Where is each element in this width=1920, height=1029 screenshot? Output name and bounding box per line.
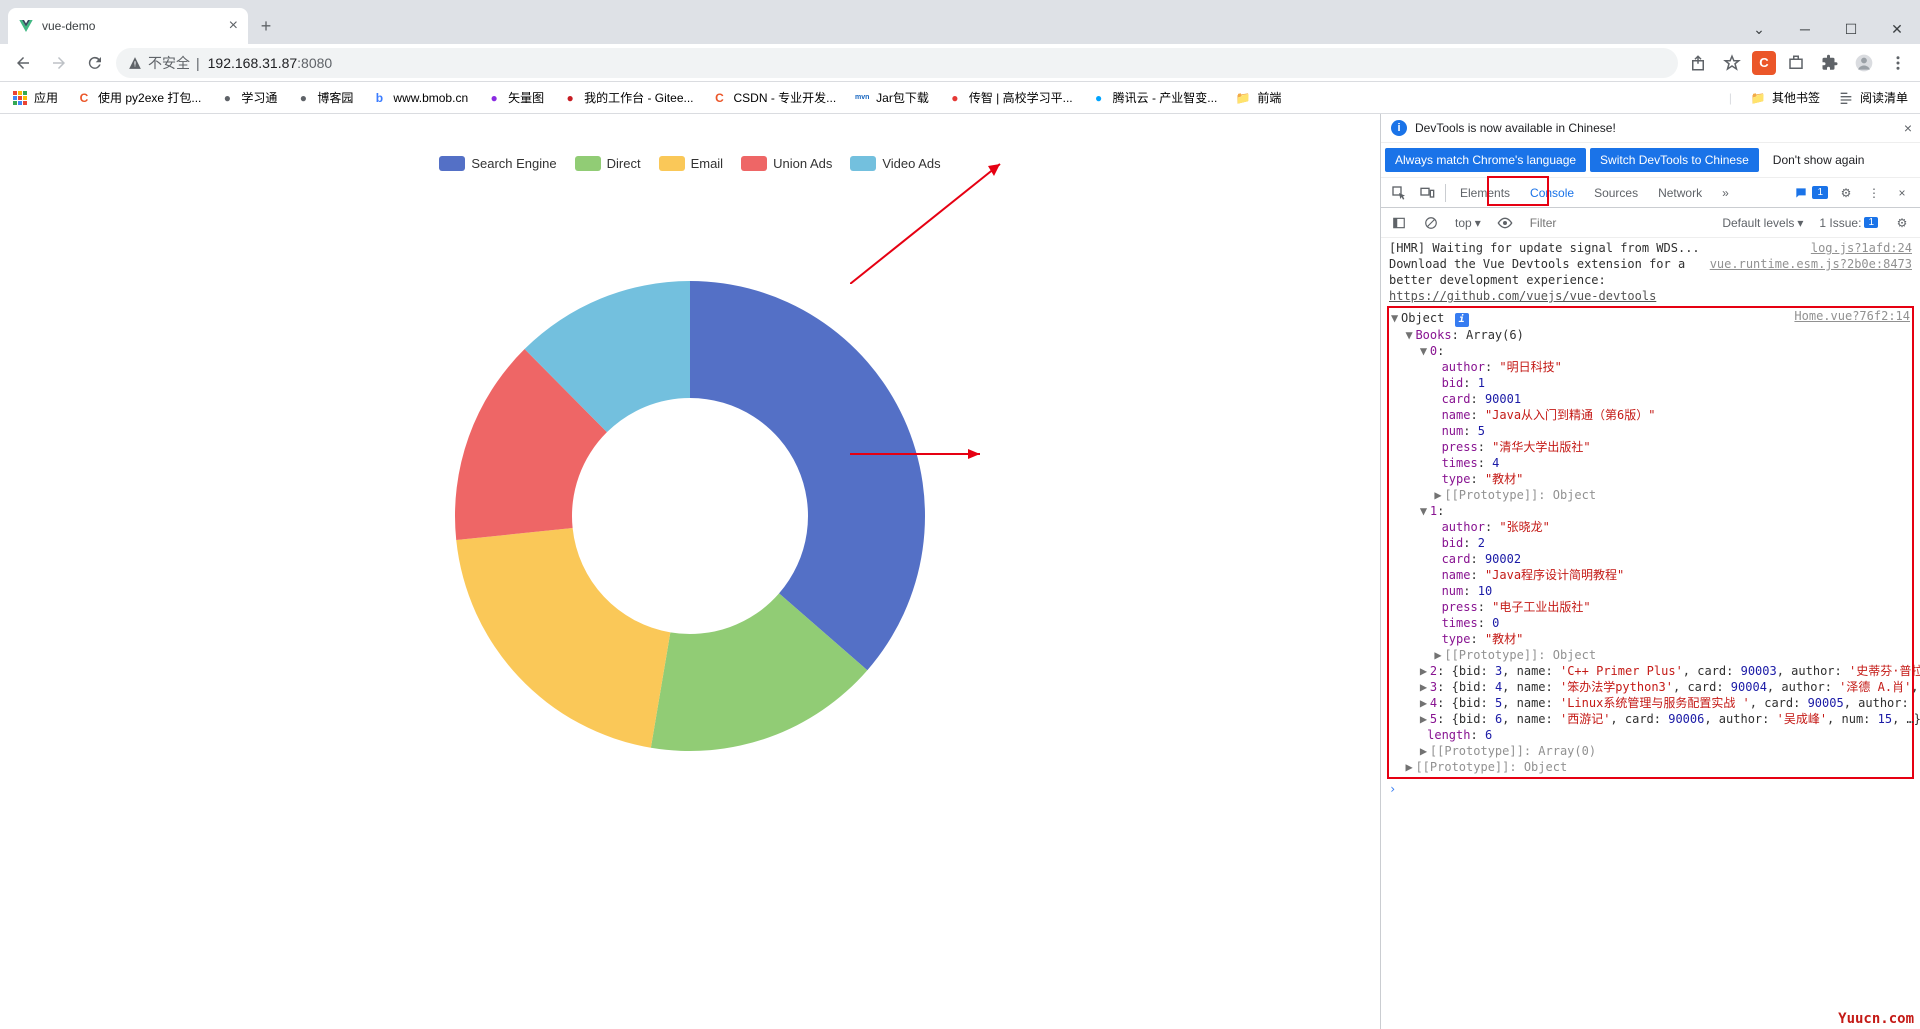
maximize-button[interactable]: ☐ bbox=[1828, 14, 1874, 44]
annotation-arrow-object bbox=[850, 444, 990, 464]
console-object-highlight: Home.vue?76f2:14 ▼Object i ▼Books: Array… bbox=[1387, 306, 1914, 779]
issues-button[interactable]: 1 Issue: 1 bbox=[1813, 216, 1884, 230]
workspace: Search EngineDirectEmailUnion AdsVideo A… bbox=[0, 114, 1920, 1029]
puzzle-icon[interactable] bbox=[1816, 49, 1844, 77]
log-download: Download the Vue Devtools extension for … bbox=[1389, 256, 1702, 304]
bookmark-separator: | bbox=[1721, 87, 1740, 109]
log-hmr: [HMR] Waiting for update signal from WDS… bbox=[1389, 240, 1803, 256]
bookmark-item[interactable]: C使用 py2exe 打包... bbox=[68, 85, 209, 110]
log-src[interactable]: Home.vue?76f2:14 bbox=[1794, 308, 1910, 324]
info-icon: i bbox=[1391, 120, 1407, 136]
devtools-info-banner: i DevTools is now available in Chinese! … bbox=[1381, 114, 1920, 143]
page-content: Search EngineDirectEmailUnion AdsVideo A… bbox=[0, 114, 1380, 1029]
tab-title: vue-demo bbox=[42, 19, 221, 33]
extension-generic-icon[interactable] bbox=[1782, 49, 1810, 77]
share-icon[interactable] bbox=[1684, 49, 1712, 77]
switch-devtools-button[interactable]: Switch DevTools to Chinese bbox=[1590, 148, 1759, 172]
bookmark-item[interactable]: ●腾讯云 - 产业智变... bbox=[1083, 85, 1226, 110]
browser-titlebar: vue-demo × + ⌄ ─ ☐ ✕ bbox=[0, 0, 1920, 44]
devtools-close-icon[interactable]: × bbox=[1888, 186, 1916, 200]
other-bookmarks[interactable]: 📁其他书签 bbox=[1742, 85, 1828, 110]
bookmark-item[interactable]: ●矢量图 bbox=[478, 85, 552, 110]
back-button[interactable] bbox=[8, 48, 38, 78]
info-text: DevTools is now available in Chinese! bbox=[1415, 121, 1616, 135]
sidebar-toggle-icon[interactable] bbox=[1385, 208, 1413, 237]
forward-button[interactable] bbox=[44, 48, 74, 78]
tab-sources[interactable]: Sources bbox=[1584, 178, 1648, 207]
vue-favicon bbox=[18, 18, 34, 34]
browser-tab[interactable]: vue-demo × bbox=[8, 8, 248, 44]
tab-network[interactable]: Network bbox=[1648, 178, 1712, 207]
bookmark-item[interactable]: CCSDN - 专业开发... bbox=[704, 85, 845, 110]
vue-devtools-link[interactable]: https://github.com/vuejs/vue-devtools bbox=[1389, 289, 1656, 303]
close-icon[interactable]: × bbox=[1904, 120, 1912, 136]
watermark: Yuucn.com bbox=[1838, 1011, 1914, 1027]
device-icon[interactable] bbox=[1413, 178, 1441, 207]
context-dropdown[interactable]: top ▾ bbox=[1449, 216, 1487, 230]
minimize-button[interactable]: ─ bbox=[1782, 14, 1828, 44]
console-prompt[interactable]: › bbox=[1381, 781, 1920, 797]
insecure-label: 不安全 bbox=[148, 53, 190, 73]
legend-item[interactable]: Union Ads bbox=[741, 156, 832, 171]
bookmarks-bar: 应用 C使用 py2exe 打包...●学习通●博客园bwww.bmob.cn●… bbox=[0, 82, 1920, 114]
menu-icon[interactable] bbox=[1884, 49, 1912, 77]
chart-slice[interactable] bbox=[690, 281, 925, 670]
chevron-down-icon[interactable]: ⌄ bbox=[1736, 14, 1782, 44]
messages-icon[interactable]: 1 bbox=[1790, 186, 1832, 200]
inspect-icon[interactable] bbox=[1385, 178, 1413, 207]
bookmark-item[interactable]: ●博客园 bbox=[287, 85, 361, 110]
insecure-badge: 不安全 | bbox=[128, 53, 200, 73]
devtools-tabs: Elements Console Sources Network » 1 ⚙ ⋮… bbox=[1381, 178, 1920, 208]
chart-slice[interactable] bbox=[456, 528, 670, 748]
info-badge-icon[interactable]: i bbox=[1455, 313, 1469, 327]
tab-more[interactable]: » bbox=[1712, 178, 1739, 207]
url: 192.168.31.87:8080 bbox=[208, 55, 333, 71]
settings-gear-icon[interactable]: ⚙ bbox=[1888, 208, 1916, 237]
log-src[interactable]: vue.runtime.esm.js?2b0e:8473 bbox=[1710, 256, 1912, 304]
legend-item[interactable]: Search Engine bbox=[439, 156, 556, 171]
annotation-arrow-console bbox=[850, 154, 1010, 284]
tab-close-icon[interactable]: × bbox=[229, 17, 238, 35]
reload-button[interactable] bbox=[80, 48, 110, 78]
always-match-button[interactable]: Always match Chrome's language bbox=[1385, 148, 1586, 172]
levels-dropdown[interactable]: Default levels ▾ bbox=[1716, 216, 1809, 230]
doughnut-chart bbox=[330, 221, 1050, 811]
bookmark-item[interactable]: ●传智 | 高校学习平... bbox=[939, 85, 1081, 110]
log-src[interactable]: log.js?1afd:24 bbox=[1811, 240, 1912, 256]
eye-icon[interactable] bbox=[1491, 208, 1519, 237]
filter-input[interactable] bbox=[1523, 212, 1713, 234]
tab-console[interactable]: Console bbox=[1520, 178, 1584, 207]
window-controls: ⌄ ─ ☐ ✕ bbox=[1736, 14, 1920, 44]
bookmark-item[interactable]: bwww.bmob.cn bbox=[363, 86, 476, 110]
legend-item[interactable]: Direct bbox=[575, 156, 641, 171]
gear-icon[interactable]: ⚙ bbox=[1832, 186, 1860, 200]
dont-show-button[interactable]: Don't show again bbox=[1763, 148, 1875, 172]
chart-legend: Search EngineDirectEmailUnion AdsVideo A… bbox=[0, 156, 1380, 171]
reading-list[interactable]: 阅读清单 bbox=[1830, 85, 1916, 110]
clear-console-icon[interactable] bbox=[1417, 208, 1445, 237]
devtools-panel: i DevTools is now available in Chinese! … bbox=[1380, 114, 1920, 1029]
console-filter-bar: top ▾ Default levels ▾ 1 Issue: 1 ⚙ bbox=[1381, 208, 1920, 238]
legend-item[interactable]: Email bbox=[659, 156, 724, 171]
kebab-icon[interactable]: ⋮ bbox=[1860, 186, 1888, 200]
star-icon[interactable] bbox=[1718, 49, 1746, 77]
devtools-lang-banner: Always match Chrome's language Switch De… bbox=[1381, 143, 1920, 178]
bookmark-item[interactable]: mvnJar包下载 bbox=[846, 85, 937, 110]
address-bar: 不安全 | 192.168.31.87:8080 C bbox=[0, 44, 1920, 82]
new-tab-button[interactable]: + bbox=[252, 12, 280, 40]
apps-shortcut[interactable]: 应用 bbox=[4, 85, 66, 110]
bookmark-item[interactable]: ●学习通 bbox=[211, 85, 285, 110]
tab-elements[interactable]: Elements bbox=[1450, 178, 1520, 207]
bookmark-item[interactable]: ●我的工作台 - Gitee... bbox=[554, 85, 701, 110]
extension-c-icon[interactable]: C bbox=[1752, 51, 1776, 75]
avatar-icon[interactable] bbox=[1850, 49, 1878, 77]
console-output: [HMR] Waiting for update signal from WDS… bbox=[1381, 238, 1920, 1029]
bookmark-item[interactable]: 📁前端 bbox=[1227, 85, 1289, 110]
omnibox[interactable]: 不安全 | 192.168.31.87:8080 bbox=[116, 48, 1678, 78]
close-window-button[interactable]: ✕ bbox=[1874, 14, 1920, 44]
